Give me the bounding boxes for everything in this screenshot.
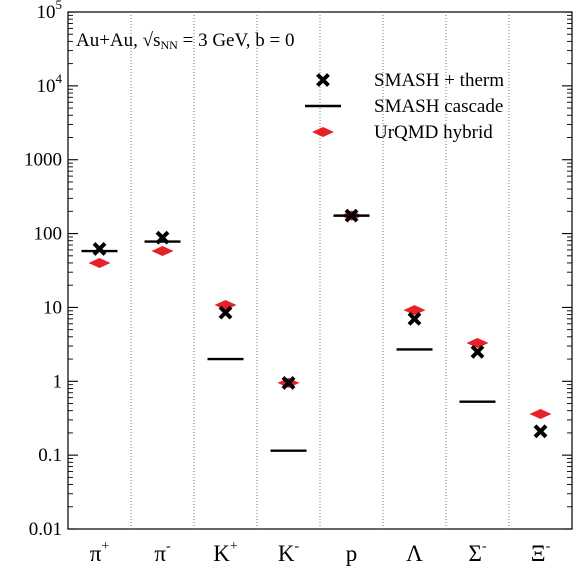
x-tick-label: π-: [154, 539, 171, 566]
point-x: [281, 376, 296, 390]
y-tick-exponent: 4: [56, 71, 63, 86]
y-tick-label: 0.1: [38, 445, 62, 466]
x-stroke-b: [92, 241, 107, 256]
category-symbol: π: [90, 541, 102, 566]
y-tick-label: 100: [34, 224, 63, 245]
legend-label: SMASH cascade: [374, 96, 503, 117]
legend-item: SMASH + therm: [316, 70, 504, 91]
category-charge: -: [166, 539, 171, 554]
x-tick-label: K-: [278, 539, 300, 566]
x-tick-label: Λ: [406, 541, 423, 566]
point-x: [92, 241, 107, 256]
y-tick-label: 10: [43, 297, 62, 318]
point-x: [470, 344, 485, 359]
y-tick-exponent: 5: [56, 0, 63, 12]
x-tick-label: π+: [90, 539, 110, 566]
y-tick-base: 10: [37, 76, 56, 97]
legend-label: UrQMD hybrid: [374, 122, 493, 143]
point-diamond: [214, 299, 237, 310]
x-tick-label: Ξ-: [531, 539, 551, 566]
x-axis: π+ π- K+ K-p Λ Σ- Ξ-: [90, 539, 551, 566]
legend-item: UrQMD hybrid: [312, 122, 493, 143]
x-stroke-b: [533, 424, 548, 439]
category-charge: -: [482, 539, 487, 554]
annotation-sqrt: √: [143, 30, 154, 51]
category-symbol: K: [213, 541, 230, 566]
x-stroke-b: [218, 305, 233, 320]
x-tick-label: K+: [213, 539, 238, 566]
point-diamond: [151, 246, 174, 257]
point-x: [533, 424, 548, 439]
category-symbol: Σ: [468, 541, 481, 566]
category-symbol: K: [278, 541, 295, 566]
category-charge: +: [101, 539, 109, 554]
x-stroke-b: [407, 311, 422, 326]
category-symbol: π: [154, 541, 166, 566]
legend: SMASH + therm SMASH cascade UrQMD hybrid: [305, 70, 504, 143]
system-annotation: Au+Au, √sNN = 3 GeV, b = 0: [76, 30, 294, 52]
grid-lines: [130, 12, 510, 529]
point-x: [218, 305, 233, 320]
y-tick-base: 10: [37, 2, 56, 23]
x-stroke-b: [281, 376, 296, 390]
y-tick-label: 1: [53, 371, 63, 392]
category-charge: -: [294, 539, 299, 554]
legend-marker: [312, 127, 334, 137]
category-symbol: Ξ: [531, 541, 546, 566]
data-marks: [81, 208, 552, 452]
point-diamond: [403, 305, 426, 316]
category-charge: -: [546, 539, 551, 554]
point-x: [344, 208, 359, 223]
point-x: [407, 311, 422, 326]
y-tick-label: 105: [37, 0, 63, 23]
point-x: [155, 230, 170, 245]
category-symbol: Λ: [406, 541, 423, 566]
annotation-s: s: [153, 30, 160, 51]
legend-marker: [316, 73, 330, 87]
category-charge: +: [230, 539, 238, 554]
y-tick-label: 0.01: [29, 519, 62, 540]
legend-label: SMASH + therm: [374, 70, 504, 91]
point-diamond: [466, 337, 489, 348]
x-stroke-b: [344, 208, 359, 223]
point-diamond: [88, 257, 111, 268]
x-stroke-b: [470, 344, 485, 359]
x-tick-label: Σ-: [468, 539, 486, 566]
x-stroke-b: [316, 73, 330, 87]
annotation-lead: Au+Au,: [76, 30, 143, 51]
annotation-tail: = 3 GeV, b = 0: [178, 30, 295, 51]
y-tick-label: 104: [37, 71, 63, 97]
annotation-nn: NN: [161, 38, 179, 52]
x-stroke-b: [155, 230, 170, 245]
y-tick-label: 1000: [24, 150, 62, 171]
x-tick-label: p: [346, 541, 358, 566]
legend-item: SMASH cascade: [305, 96, 503, 117]
point-diamond: [529, 409, 552, 420]
category-symbol: p: [346, 541, 358, 566]
